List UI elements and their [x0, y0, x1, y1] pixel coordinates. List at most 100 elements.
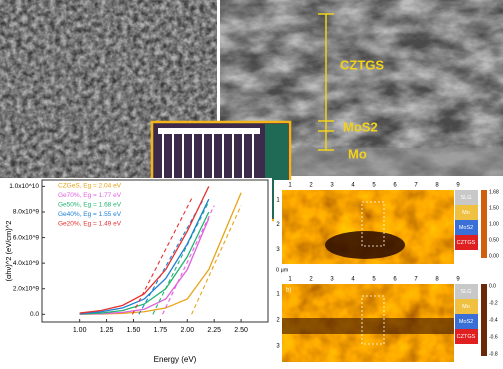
layer-label: CZTGS	[457, 240, 476, 246]
legend-entry: CZGeS, Eg = 2.04 eV	[58, 183, 122, 190]
layer-swatch	[455, 284, 478, 299]
layer-swatch	[455, 314, 478, 329]
layer-label: MoS2	[343, 119, 378, 134]
x-tick-label: 2.25	[207, 327, 221, 334]
map-x-tick: 5	[372, 277, 376, 283]
finger	[222, 134, 224, 184]
map-x-tick: 4	[351, 277, 355, 283]
map-y-tick: 3	[276, 247, 280, 253]
map-feature	[325, 231, 405, 259]
colorbar-label: 1.50	[489, 205, 499, 211]
x-tick-label: 2.50	[234, 327, 248, 334]
layer-label: Mo	[462, 210, 470, 216]
thickness-bar	[318, 13, 334, 151]
colorbar-label: 1.68	[489, 189, 499, 195]
map-x-tick: 4	[351, 183, 355, 189]
finger	[172, 134, 174, 184]
layer-swatch	[455, 190, 478, 205]
map-x-tick: 2	[309, 183, 313, 189]
map-x-tick: 7	[414, 183, 418, 189]
map-roi	[361, 295, 385, 345]
layer-swatch	[455, 299, 478, 314]
layer-label: SLG	[460, 289, 471, 295]
map-y-tick: 1	[276, 198, 280, 204]
map-x-tick: 1	[288, 183, 292, 189]
layer-label: MoS2	[459, 319, 473, 325]
layer-label: Mo	[348, 146, 367, 161]
map-x-tick: 7	[414, 277, 418, 283]
y-tick-label: 1.0x10^10	[9, 183, 39, 190]
layer-label: MoS2	[459, 225, 473, 231]
map-y-tick: 1	[276, 292, 280, 298]
fit-line	[191, 205, 242, 315]
map-y-tick: 3	[276, 344, 280, 350]
map-x-tick: 3	[330, 277, 334, 283]
legend-entry: Ge40%, Eg = 1.55 eV	[58, 211, 122, 218]
colorbar-label: -0.4	[489, 317, 498, 323]
plot-frame	[41, 179, 269, 323]
plot-bg	[0, 178, 272, 364]
map-y-tick: 2	[276, 222, 280, 228]
finger	[182, 134, 184, 184]
map-roi	[361, 201, 385, 247]
colorbar-label: 0.00	[489, 253, 499, 259]
colorbar-label: -0.8	[489, 351, 498, 357]
map-x-tick: 6	[393, 183, 397, 189]
colorbar-label: -0.2	[489, 300, 498, 306]
fit-line	[138, 198, 204, 315]
map-y-tick: 2	[276, 318, 280, 324]
colorbar	[481, 284, 487, 356]
colorbar-label: 1.00	[489, 221, 499, 227]
finger	[162, 134, 164, 184]
layer-swatch	[455, 205, 478, 220]
legend-entry: Ge20%, Eg = 1.49 eV	[58, 221, 122, 228]
finger	[232, 134, 234, 184]
colorbar-label: -0.6	[489, 334, 498, 340]
series-line	[79, 186, 210, 314]
map-x-tick: 9	[456, 183, 460, 189]
colorbar-label: 0.0	[489, 283, 496, 289]
y-tick-label: 0.0	[30, 311, 39, 318]
layer-swatch	[455, 220, 478, 235]
x-tick-label: 1.00	[73, 327, 87, 334]
finger	[252, 134, 254, 184]
x-tick-label: 1.25	[100, 327, 114, 334]
layer-swatch	[455, 235, 478, 250]
colorbar	[481, 190, 487, 258]
y-tick-label: 8.0x10^9	[13, 209, 40, 216]
fit-line	[162, 205, 215, 315]
layer-swatch	[455, 329, 478, 344]
map-x-tick: 2	[309, 277, 313, 283]
map-x-tick: 1	[288, 277, 292, 283]
map-x-tick: 8	[435, 277, 439, 283]
finger	[242, 134, 244, 184]
panel-label: b)	[286, 288, 291, 294]
map-feature	[282, 318, 454, 334]
layer-label: SLG	[460, 195, 471, 201]
y-tick-label: 4.0x10^9	[13, 260, 40, 267]
unit-label: 0 µm	[276, 267, 289, 273]
finger	[202, 134, 204, 184]
finger	[192, 134, 194, 184]
series-line	[79, 211, 210, 315]
finger	[212, 134, 214, 184]
x-axis-label: Energy (eV)	[154, 355, 197, 364]
layer-label: Mo	[462, 304, 470, 310]
map-x-tick: 6	[393, 277, 397, 283]
x-tick-label: 1.75	[154, 327, 168, 334]
map-x-tick: 8	[435, 183, 439, 189]
legend-entry: Ge50%, Eg = 1.68 eV	[58, 202, 122, 209]
y-axis-label: (αhν)^2 (eV/cm)^2	[4, 221, 13, 282]
y-tick-label: 2.0x10^9	[13, 285, 40, 292]
x-tick-label: 2.00	[180, 327, 194, 334]
map-x-tick: 9	[456, 277, 460, 283]
layer-label: CZTGS	[457, 334, 476, 340]
layer-label: CZTGS	[340, 57, 384, 72]
fit-line	[131, 196, 194, 315]
legend-entry: Ge70%, Eg = 1.77 eV	[58, 192, 122, 199]
map-x-tick: 3	[330, 183, 334, 189]
x-tick-label: 1.50	[127, 327, 141, 334]
series-line	[79, 198, 210, 315]
map-x-tick: 5	[372, 183, 376, 189]
